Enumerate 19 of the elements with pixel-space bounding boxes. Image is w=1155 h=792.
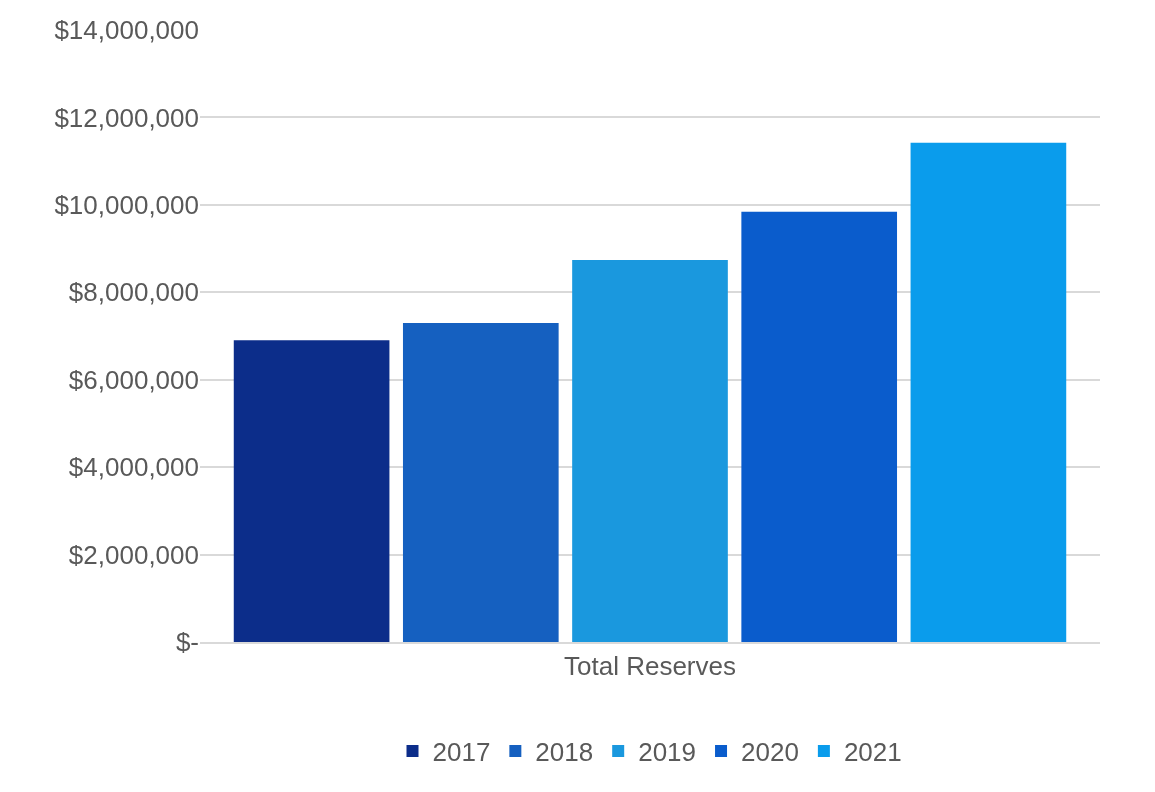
bar (572, 259, 728, 642)
legend-label: 2020 (741, 737, 799, 768)
bar (402, 322, 559, 642)
legend-label: 2017 (432, 737, 491, 768)
bar (910, 142, 1067, 642)
y-tick-label: $8,000,000 (68, 277, 199, 308)
legend-label: 2021 (843, 737, 902, 768)
legend-label: 2019 (638, 737, 697, 768)
y-tick-label: $- (175, 627, 199, 658)
y-tick-label: $2,000,000 (68, 539, 199, 570)
y-tick-label: $6,000,000 (68, 364, 199, 395)
x-tick-label: Total Reserves (564, 650, 736, 681)
y-tick-label: $12,000,000 (54, 102, 199, 133)
y-tick-label: $14,000,000 (54, 15, 199, 46)
bar (233, 340, 390, 642)
legend-label: 2018 (535, 737, 594, 768)
bar (741, 211, 898, 642)
y-tick-label: $10,000,000 (54, 189, 199, 220)
y-tick-label: $4,000,000 (68, 452, 199, 483)
